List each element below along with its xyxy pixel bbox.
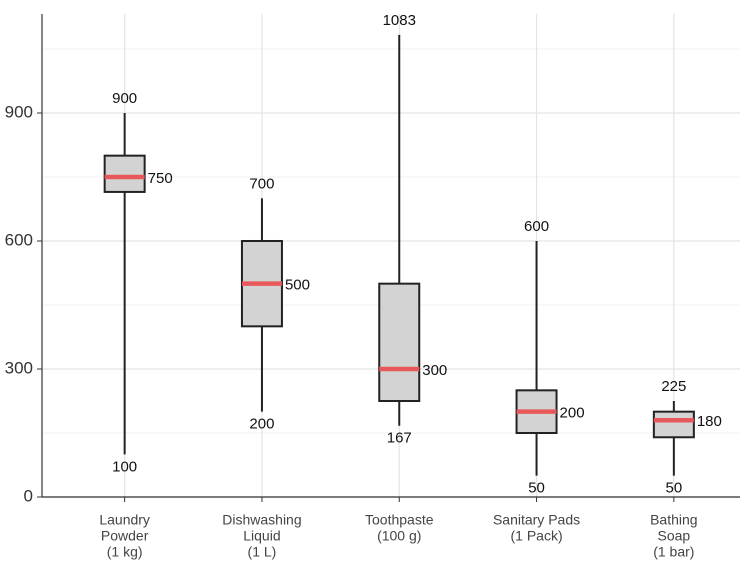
box <box>652 410 695 439</box>
x-tick-label: Dishwashing <box>222 512 301 528</box>
x-tick-label: (1 kg) <box>107 544 143 560</box>
max-label: 700 <box>249 175 274 192</box>
median-label: 180 <box>697 413 722 430</box>
box <box>103 154 146 193</box>
y-tick-label: 900 <box>5 102 33 121</box>
y-tick-label: 300 <box>5 358 33 377</box>
max-label: 225 <box>661 378 686 395</box>
x-tick-label: Toothpaste <box>365 512 434 528</box>
min-label: 167 <box>387 430 412 447</box>
max-label: 600 <box>524 218 549 235</box>
max-label: 1083 <box>383 12 416 29</box>
y-tick-label: 0 <box>24 486 33 505</box>
x-tick-label: Soap <box>657 528 690 544</box>
min-label: 200 <box>249 416 274 433</box>
x-tick-label: Liquid <box>243 528 280 544</box>
median-label: 300 <box>422 362 447 379</box>
x-tick-label: Sanitary Pads <box>493 512 580 528</box>
box <box>378 282 421 402</box>
x-tick-label: Powder <box>101 528 149 544</box>
x-tick-label: (1 L) <box>248 544 277 560</box>
min-label: 50 <box>666 480 683 497</box>
x-tick-label: (100 g) <box>377 528 421 544</box>
y-tick-label: 600 <box>5 230 33 249</box>
x-tick-label: Bathing <box>650 512 697 528</box>
x-tick-label: (1 bar) <box>653 544 694 560</box>
min-label: 100 <box>112 458 137 475</box>
median-label: 750 <box>148 170 173 187</box>
min-label: 50 <box>528 480 545 497</box>
median-label: 200 <box>560 405 585 422</box>
max-label: 900 <box>112 90 137 107</box>
x-tick-label: Laundry <box>99 512 150 528</box>
x-tick-label: (1 Pack) <box>510 528 562 544</box>
median-label: 500 <box>285 277 310 294</box>
